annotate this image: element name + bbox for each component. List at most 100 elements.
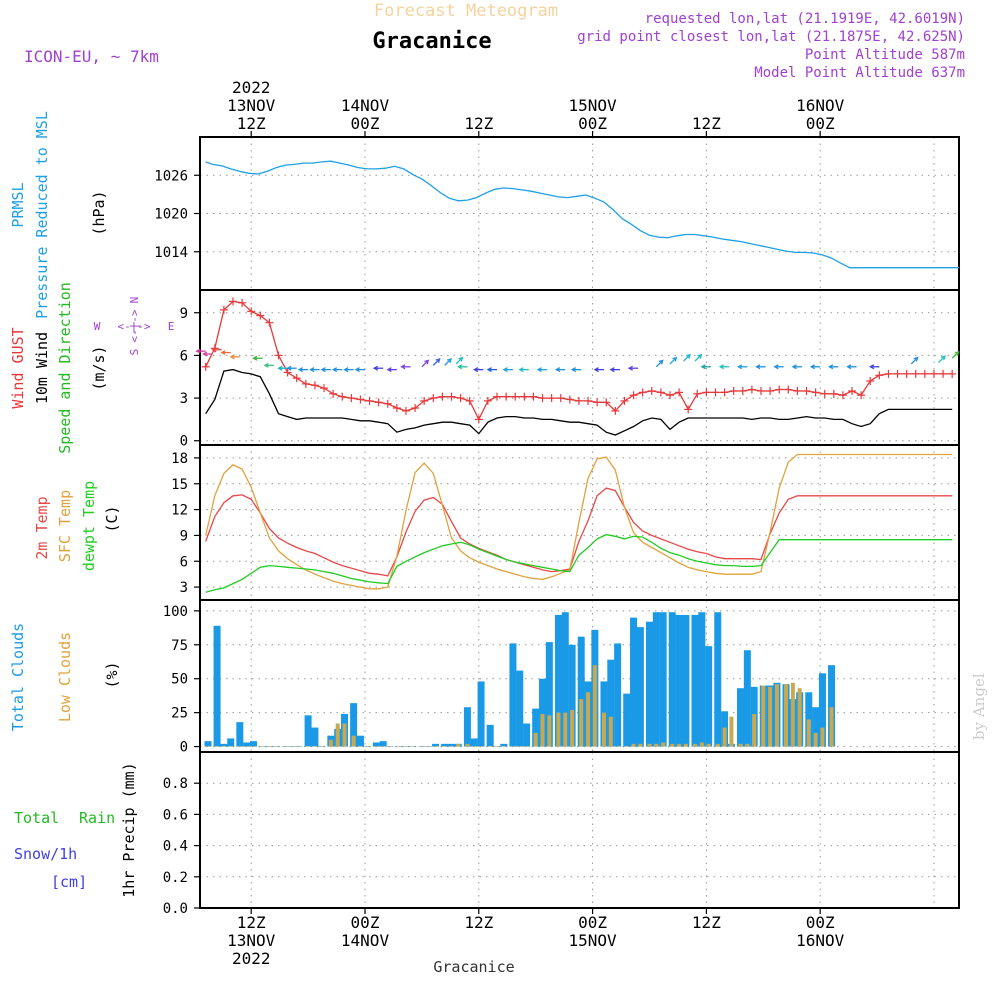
arrow-head [277, 365, 283, 371]
gust-marker [848, 386, 857, 395]
low-cloud-bar [205, 746, 210, 747]
wind-direction-arrow [828, 364, 839, 370]
gust-marker [511, 392, 520, 401]
gust-marker [857, 391, 866, 400]
low-cloud-bar [806, 719, 811, 747]
model-point-altitude: Model Point Altitude 637m [754, 65, 965, 81]
gust-marker [775, 385, 784, 394]
arrow-shaft [910, 357, 919, 365]
low-cloud-bar [533, 733, 538, 747]
wind-10m-label: 10m Wind [33, 332, 51, 404]
gust-marker [747, 385, 756, 394]
gust-marker [902, 369, 911, 378]
y-tick-label: 3 [180, 391, 188, 407]
arrow-head [331, 367, 338, 373]
low-cloud-bar [524, 746, 529, 747]
gust-marker [520, 392, 529, 401]
total-cloud-bar [523, 723, 531, 747]
low-cloud-bar [358, 746, 363, 747]
total-cloud-bar [509, 643, 517, 747]
y-tick-label: 3 [180, 580, 188, 596]
low-cloud-bar [410, 746, 415, 747]
wind-direction-arrow [669, 356, 678, 365]
gust-marker [538, 394, 547, 403]
arrow-head [868, 364, 875, 370]
low-cloud-bar [752, 714, 757, 747]
low-cloud-bar [228, 746, 233, 747]
gust-marker [447, 392, 456, 401]
arrow-head [472, 367, 479, 373]
series-line-2m-temp [205, 487, 953, 577]
gust-marker [429, 394, 438, 403]
gust-marker [702, 388, 711, 397]
gust-marker [383, 399, 392, 408]
low-cloud-bar [388, 746, 393, 747]
arrow-head [809, 364, 815, 370]
low-cloud-bar [768, 686, 773, 747]
precipitation-panel: 0.0 0.2 0.4 0.6 0.8 [163, 751, 960, 917]
watermark: by Angel [970, 673, 988, 740]
arrow-head [424, 359, 430, 365]
total-cloud-bar [568, 644, 576, 747]
gust-marker [238, 298, 247, 307]
total-cloud-bar [304, 715, 312, 747]
temp-2m-label: 2m Temp [33, 496, 51, 559]
low-cloud-bar [495, 746, 499, 747]
y-tick-label: 0 [180, 740, 188, 756]
total-cloud-bar [614, 643, 622, 747]
low-cloud-bar [563, 712, 568, 747]
low-cloud-bar [419, 746, 424, 747]
arrow-shaft [951, 351, 959, 359]
gust-marker [611, 406, 620, 415]
time-axis-label: 12Z [237, 114, 266, 133]
low-cloud-bar [715, 743, 720, 747]
arrow-shaft [694, 354, 702, 362]
arrow-shaft [669, 357, 677, 365]
arrow-head [320, 367, 326, 373]
y-tick-label: 75 [171, 638, 188, 654]
gust-marker [320, 384, 329, 393]
arrow-head [536, 367, 542, 373]
precip-snow-label: Snow/1h [14, 845, 77, 863]
arrow-head [195, 348, 201, 354]
low-cloud-bar [790, 682, 795, 747]
low-cloud-bar [592, 665, 597, 747]
arrow-head [697, 353, 703, 359]
gust-marker [939, 369, 948, 378]
wind-direction-arrow [791, 364, 802, 370]
wind-direction-arrow [386, 367, 397, 373]
wind-direction-arrow [518, 367, 529, 373]
total-cloud-bar [545, 642, 553, 747]
total-cloud-bar [532, 708, 540, 747]
arrow-head [518, 367, 524, 373]
gust-marker [529, 392, 538, 401]
low-cloud-bar [479, 746, 484, 747]
wind-direction-arrow [700, 364, 711, 370]
gust-marker [911, 369, 920, 378]
low-cloud-bar [738, 743, 743, 747]
gust-marker [875, 371, 884, 380]
wind-direction-arrow [444, 358, 452, 366]
total-cloud-bar [705, 646, 713, 747]
time-axis-label: 00Z [806, 114, 835, 133]
gust-marker [356, 395, 365, 404]
total-cloud-bar [372, 742, 380, 747]
low-cloud-bar [397, 746, 402, 747]
total-cloud-bar [447, 743, 455, 747]
total-cloud-bar [818, 673, 826, 747]
arrow-head [354, 367, 360, 373]
low-cloud-bar [631, 743, 636, 747]
total-cloud-bar [698, 612, 706, 747]
total-cloud-bar [516, 670, 524, 747]
arrow-head [940, 355, 946, 361]
total-cloud-bar [630, 617, 638, 747]
panel-frame [199, 136, 960, 291]
total-cloud-bar [652, 612, 660, 747]
wind-direction-arrow [309, 367, 320, 373]
gust-marker [838, 391, 847, 400]
low-cloud-bar [267, 746, 272, 747]
time-axis-label: 00Z [578, 913, 607, 932]
total-cloud-bar [714, 612, 722, 747]
wind-direction-arrow [455, 356, 464, 365]
